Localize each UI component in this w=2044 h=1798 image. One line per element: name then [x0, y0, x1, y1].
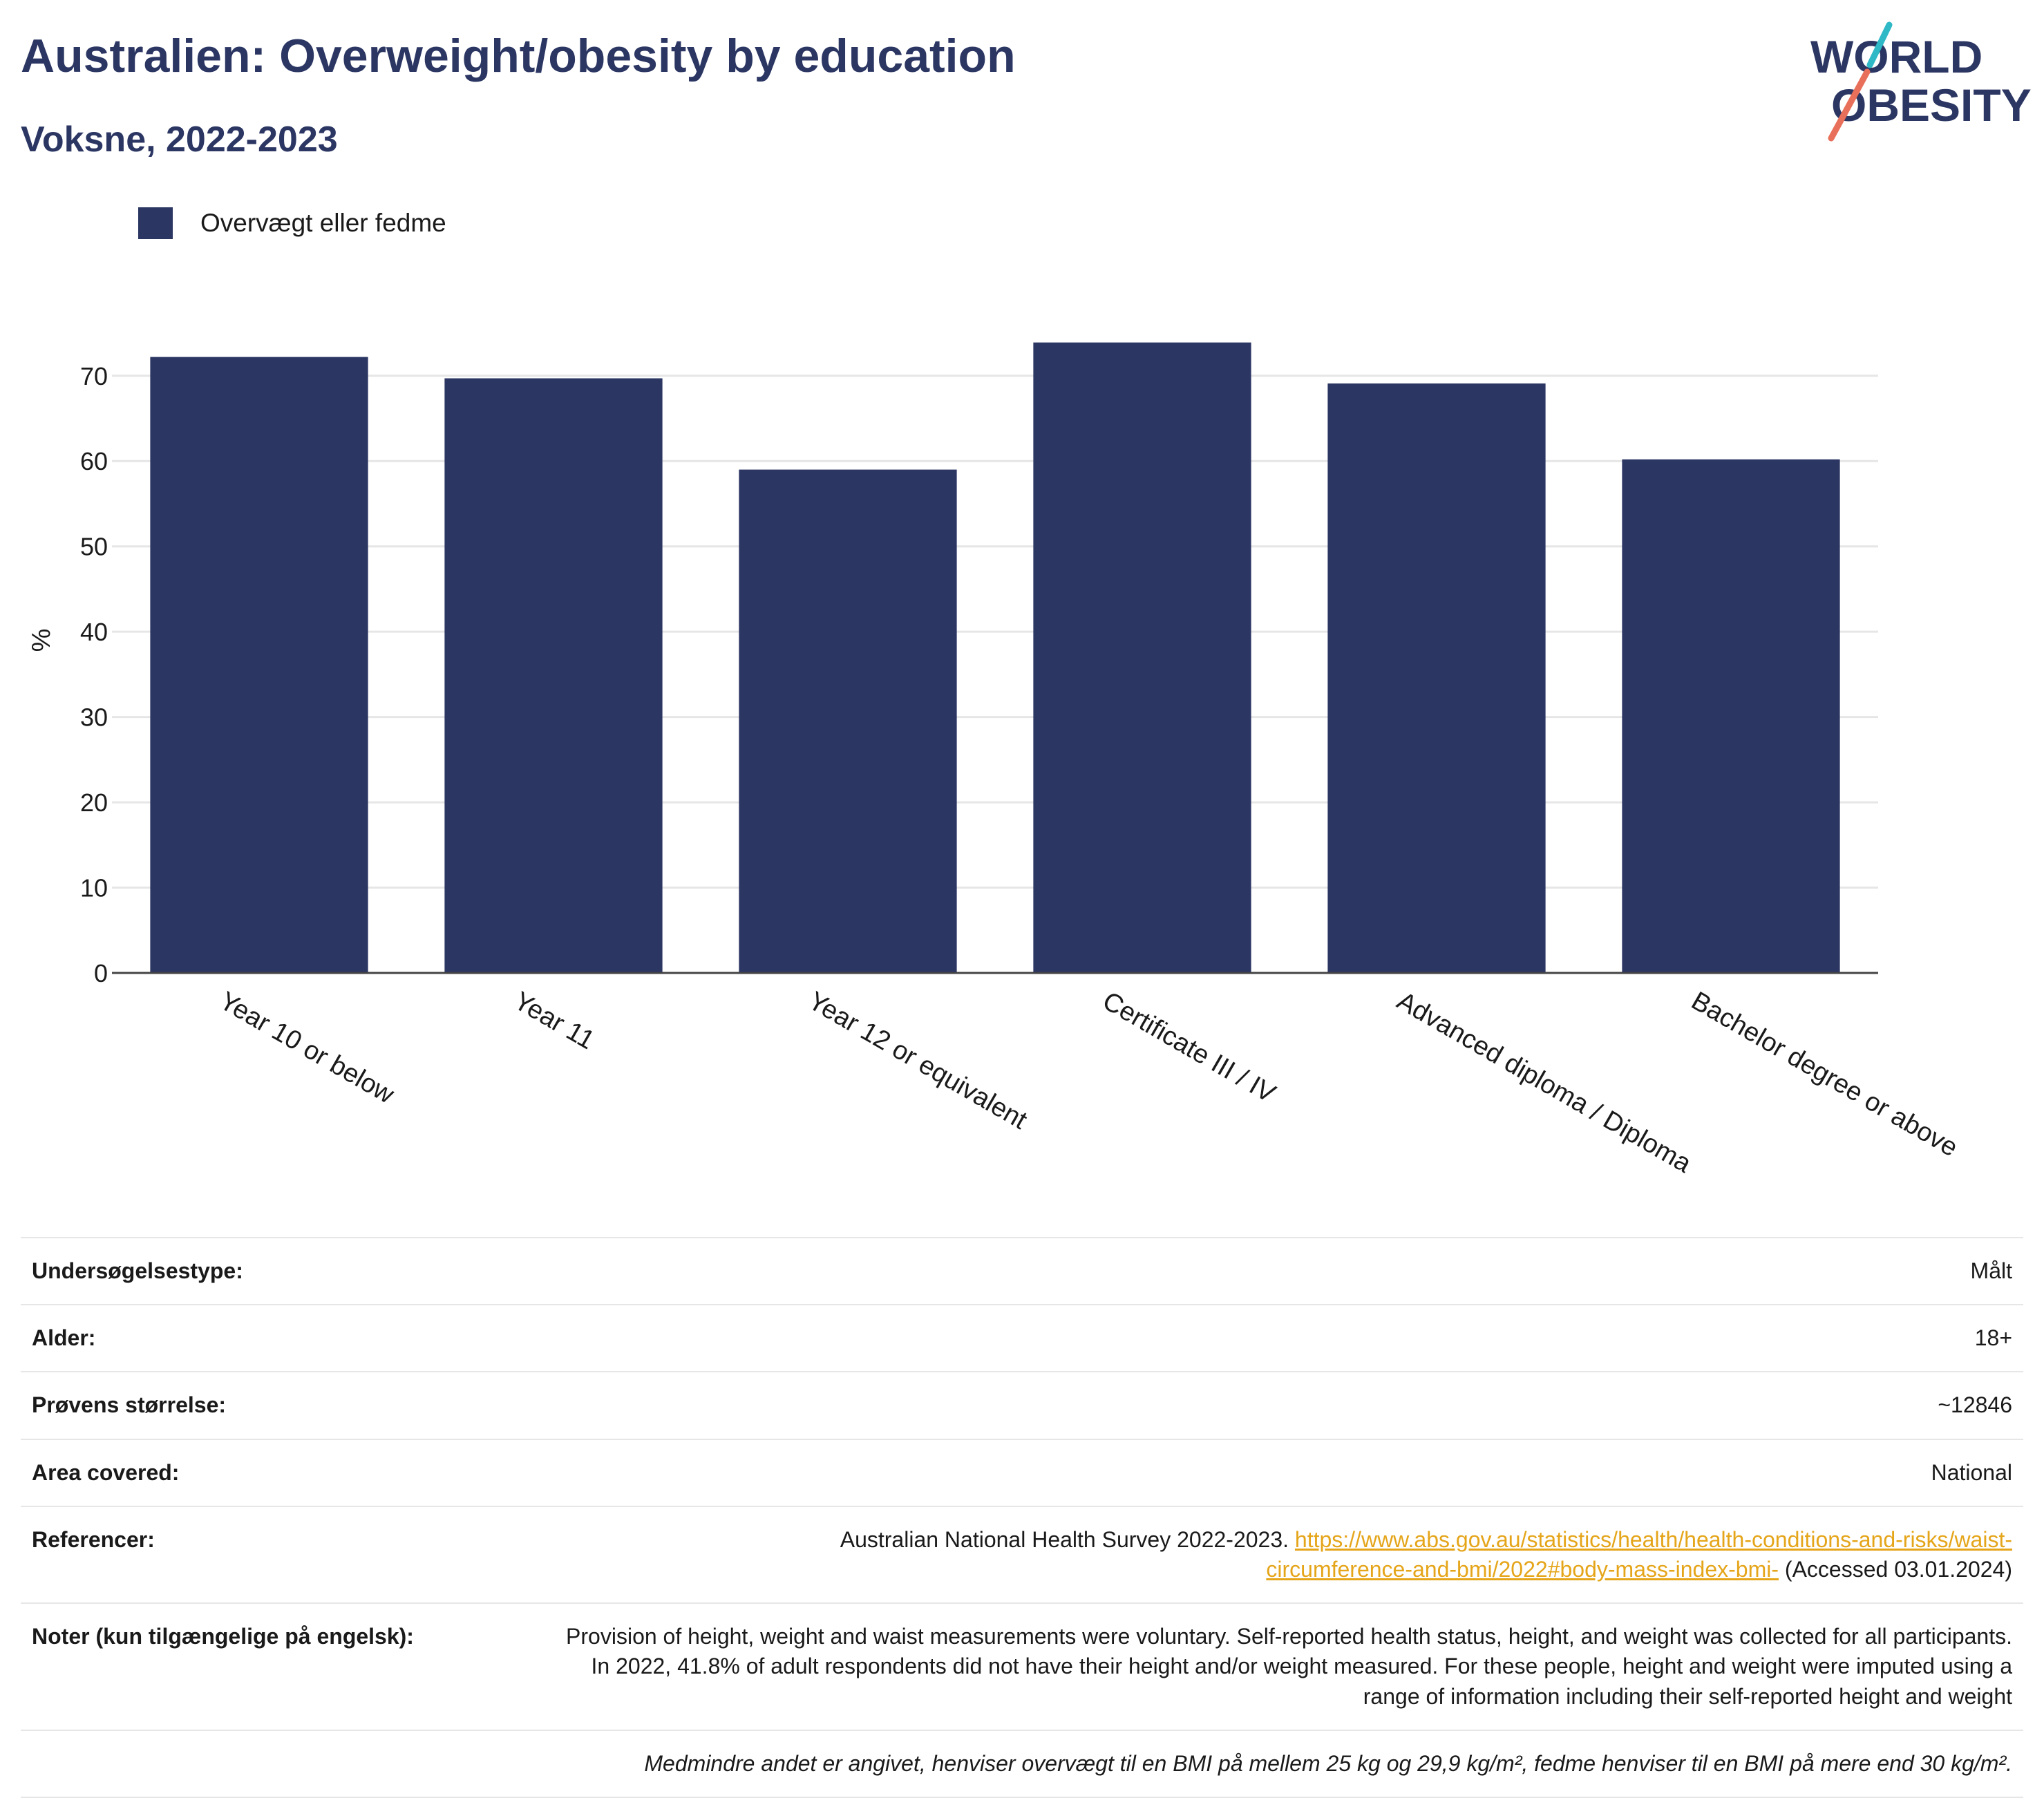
info-row-age: Alder: 18+	[21, 1304, 2023, 1372]
bar	[444, 378, 663, 973]
world-obesity-logo: WORLD OBESITY	[1810, 21, 2032, 142]
reference-link-line1[interactable]: https://www.abs.gov.au/statistics/health…	[1294, 1526, 2012, 1552]
notes-label: Noter (kun tilgængelige på engelsk):	[21, 1602, 540, 1730]
logo-text-obesity: OBESITY	[1831, 79, 2032, 131]
x-tick-label: Bachelor degree or above	[1687, 986, 1963, 1162]
y-tick-label: 70	[80, 362, 108, 390]
info-row-notes: Noter (kun tilgængelige på engelsk): Pro…	[21, 1602, 2023, 1730]
survey-type-value: Målt	[540, 1236, 2023, 1305]
chart-subtitle: Voksne, 2022-2023	[21, 120, 338, 160]
y-tick-label: 0	[94, 959, 108, 987]
logo-slash-coral	[1828, 68, 1871, 142]
x-tick-label: Year 11	[509, 986, 600, 1055]
logo-slash-teal	[1866, 21, 1893, 68]
y-tick-label: 50	[80, 533, 108, 561]
bar	[1033, 342, 1251, 973]
bar	[739, 469, 957, 973]
age-value: 18+	[540, 1304, 2023, 1372]
bar	[1622, 459, 1840, 973]
notes-value: Provision of height, weight and waist me…	[540, 1602, 2023, 1730]
references-label: Referencer:	[21, 1505, 540, 1604]
y-tick-label: 60	[80, 447, 108, 475]
info-row-sample-size: Prøvens størrelse: ~12846	[21, 1371, 2023, 1439]
bar-chart: 0 10 20 30 40 50 60 70% Year 10 or below Year 11 Y…	[27, 342, 1963, 1179]
x-tick-label: Year 12 or equivalent	[804, 986, 1032, 1135]
info-row-references: Referencer: Australian National Health S…	[21, 1505, 2023, 1604]
bar	[150, 357, 368, 973]
area-label: Area covered:	[21, 1438, 540, 1506]
area-value: National	[540, 1438, 2023, 1506]
references-value: Australian National Health Survey 2022-2…	[540, 1505, 2023, 1604]
sample-size-label: Prøvens størrelse:	[21, 1371, 540, 1439]
x-tick-label: Advanced diploma / Diploma	[1392, 986, 1697, 1179]
y-tick-label: 40	[80, 618, 108, 646]
info-row-survey-type: Undersøgelsestype: Målt	[21, 1236, 2023, 1305]
chart-legend: Overvægt eller fedme	[138, 207, 446, 239]
chart-title: Australien: Overweight/obesity by educat…	[21, 30, 1016, 82]
y-tick-label: 20	[80, 788, 108, 817]
reference-accessed: (Accessed 03.01.2024)	[1784, 1556, 2012, 1582]
reference-link-line2[interactable]: circumference-and-bmi/2022#body-mass-ind…	[1266, 1556, 1779, 1582]
legend-swatch	[138, 207, 173, 239]
age-label: Alder:	[21, 1304, 540, 1372]
legend-label: Overvægt eller fedme	[200, 209, 446, 237]
y-axis-title: %	[27, 629, 56, 652]
x-tick-label: Certificate III / IV	[1098, 986, 1281, 1108]
info-row-footnote: Medmindre andet er angivet, henviser ove…	[21, 1729, 2023, 1798]
info-row-area: Area covered: National	[21, 1438, 2023, 1506]
logo-text-world: WORLD	[1810, 31, 1983, 82]
survey-type-label: Undersøgelsestype:	[21, 1236, 540, 1305]
y-tick-label: 30	[80, 703, 108, 732]
x-tick-label: Year 10 or below	[215, 986, 399, 1110]
sample-size-value: ~12846	[540, 1371, 2023, 1439]
y-tick-label: 10	[80, 874, 108, 902]
survey-info-table: Undersøgelsestype: Målt Alder: 18+ Prøve…	[21, 1236, 2023, 1798]
bar-layer	[150, 342, 1840, 973]
reference-text: Australian National Health Survey 2022-2…	[840, 1526, 1289, 1552]
bar	[1327, 383, 1546, 973]
bmi-footnote: Medmindre andet er angivet, henviser ove…	[21, 1729, 2023, 1798]
grid-layer	[112, 375, 1878, 889]
